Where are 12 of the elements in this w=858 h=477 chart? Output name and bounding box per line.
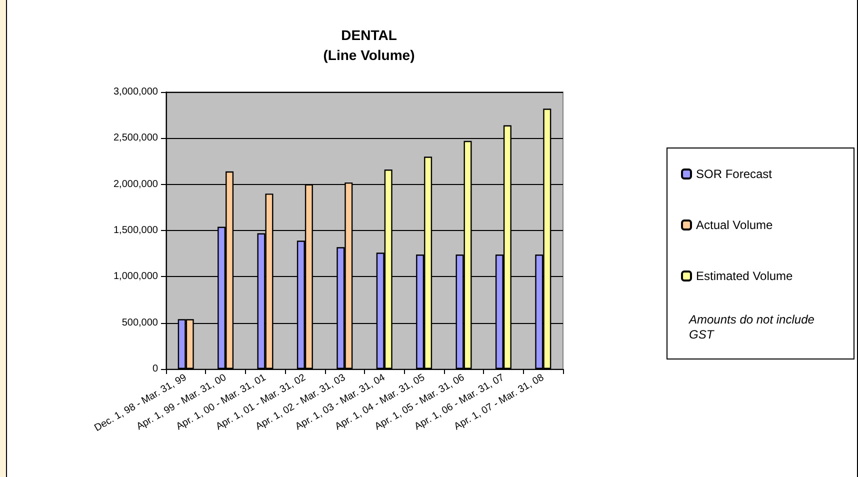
y-tick-label: 1,000,000 (114, 271, 158, 282)
y-tick-label: 3,000,000 (114, 86, 158, 98)
legend-label: Estimated Volume (696, 269, 794, 283)
legend-label: Actual Volume (696, 218, 774, 232)
y-tick-label: 2,000,000 (114, 178, 158, 190)
y-tick-label: 2,500,000 (114, 132, 158, 144)
text: Amounts do not include GST (688, 312, 818, 342)
y-tick-label: 1,500,000 (114, 225, 158, 236)
legend-label: SOR Forecast (696, 167, 773, 181)
y-tick-label: 500,000 (122, 317, 158, 328)
y-tick-label: 0 (152, 364, 158, 374)
chart-title: DENTAL (Line Volume) (323, 27, 415, 63)
